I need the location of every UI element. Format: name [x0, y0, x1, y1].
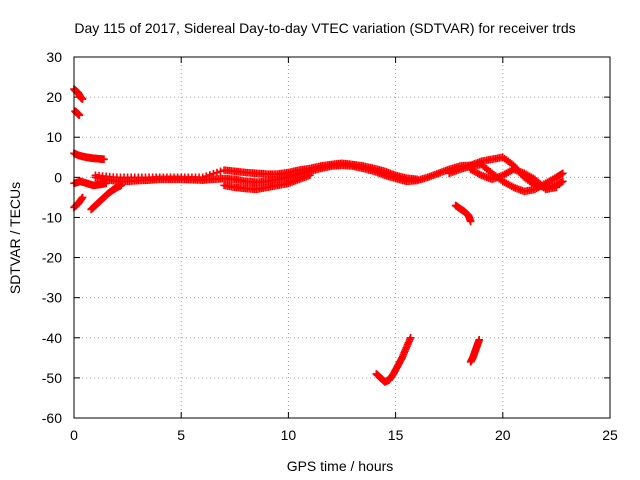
series-band-lower	[220, 171, 314, 194]
data-point	[100, 155, 108, 164]
data-point	[306, 171, 314, 180]
plot-border	[73, 56, 611, 419]
x-tick-label: 15	[388, 427, 404, 443]
y-tick-label: 10	[46, 129, 62, 145]
series-late-loop-b	[445, 160, 567, 196]
y-tick-label: 20	[46, 89, 62, 105]
series-arc-rise	[87, 181, 125, 214]
series-band-upper	[91, 159, 421, 184]
series-late-loop-c	[466, 165, 561, 194]
x-tick-label: 0	[70, 427, 78, 443]
y-tick-label: -30	[42, 290, 62, 306]
data-point	[78, 193, 87, 202]
y-tick-label: 30	[46, 49, 62, 65]
series-deep-dip	[372, 333, 415, 386]
y-axis-title: SDTVAR / TECUs	[7, 182, 23, 294]
y-tick-label: -20	[42, 250, 62, 266]
y-tick-label: -60	[42, 410, 62, 426]
data-point	[559, 169, 567, 178]
series-arc-top	[70, 85, 87, 103]
y-tick-label: 0	[54, 169, 62, 185]
data-point	[475, 335, 484, 344]
y-tick-label: -40	[42, 330, 62, 346]
series-deep-rise	[466, 335, 484, 366]
x-tick-label: 20	[495, 427, 511, 443]
data-point	[559, 177, 567, 186]
series-arc-top-lower	[71, 107, 84, 119]
series-late-neg	[451, 201, 475, 226]
x-tick-label: 5	[177, 427, 185, 443]
y-tick-label: -50	[42, 370, 62, 386]
x-tick-label: 25	[602, 427, 618, 443]
data-point	[413, 175, 421, 184]
grid	[74, 57, 610, 418]
data-point	[552, 183, 561, 192]
data-point	[466, 217, 475, 226]
data-point	[406, 333, 415, 342]
y-tick-label: -10	[42, 209, 62, 225]
chart-title: Day 115 of 2017, Sidereal Day-to-day VTE…	[74, 20, 575, 36]
x-axis-title: GPS time / hours	[287, 458, 394, 474]
x-tick-label: 10	[281, 427, 297, 443]
data-point	[78, 95, 87, 103]
data-point	[75, 111, 84, 119]
